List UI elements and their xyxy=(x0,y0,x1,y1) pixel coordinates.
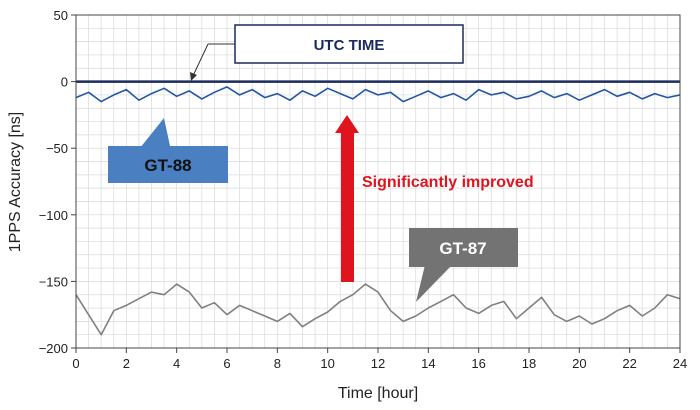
y-tick-label: −100 xyxy=(39,208,68,223)
x-tick-label: 8 xyxy=(274,356,281,371)
x-tick-label: 24 xyxy=(673,356,687,371)
gt-87-callout: GT-87 xyxy=(409,228,518,302)
utc-time-box xyxy=(234,24,464,64)
x-tick-label: 20 xyxy=(572,356,586,371)
x-tick-label: 2 xyxy=(123,356,130,371)
gt-88-label: GT-88 xyxy=(144,156,191,175)
y-tick-label: −50 xyxy=(46,141,68,156)
y-axis-ticks: 50 0 −50 −100 −150 −200 xyxy=(39,8,76,356)
y-tick-label: −200 xyxy=(39,341,68,356)
y-tick-label: 0 xyxy=(61,75,68,90)
gt-87-callout-box xyxy=(409,228,518,267)
utc-pointer-line xyxy=(191,43,209,79)
x-tick-label: 0 xyxy=(72,356,79,371)
gt-87-label: GT-87 xyxy=(439,239,486,258)
x-tick-label: 18 xyxy=(522,356,536,371)
x-axis-label: Time [hour] xyxy=(338,385,418,402)
gt-88-callout: GT-88 xyxy=(108,118,228,183)
utc-pointer-arrowhead xyxy=(190,72,197,81)
x-tick-label: 10 xyxy=(320,356,334,371)
y-tick-label: 50 xyxy=(54,8,68,23)
improvement-arrow-shaft xyxy=(341,130,354,282)
y-tick-label: −150 xyxy=(39,274,68,289)
series-layer xyxy=(76,86,680,336)
y-axis-label: 1PPS Accuracy [ns] xyxy=(7,112,24,253)
x-tick-label: 14 xyxy=(421,356,435,371)
improvement-arrow: Significantly improved xyxy=(335,115,534,282)
gt-87-callout-pointer xyxy=(416,265,452,302)
x-tick-label: 12 xyxy=(371,356,385,371)
improvement-arrow-head xyxy=(335,115,359,133)
gt-88-callout-pointer xyxy=(140,118,170,148)
series-line-gt-87 xyxy=(76,283,680,336)
x-tick-label: 4 xyxy=(173,356,180,371)
x-tick-label: 22 xyxy=(622,356,636,371)
gt-88-callout-box xyxy=(108,146,228,183)
x-axis-ticks: 0 2 4 6 8 10 12 14 16 18 20 22 24 xyxy=(72,348,687,371)
utc-time-callout: UTC TIME xyxy=(190,24,464,81)
series-line-gt-88 xyxy=(76,86,680,103)
improvement-label: Significantly improved xyxy=(362,174,534,191)
x-tick-label: 6 xyxy=(223,356,230,371)
utc-time-label: UTC TIME xyxy=(314,37,385,54)
x-tick-label: 16 xyxy=(471,356,485,371)
